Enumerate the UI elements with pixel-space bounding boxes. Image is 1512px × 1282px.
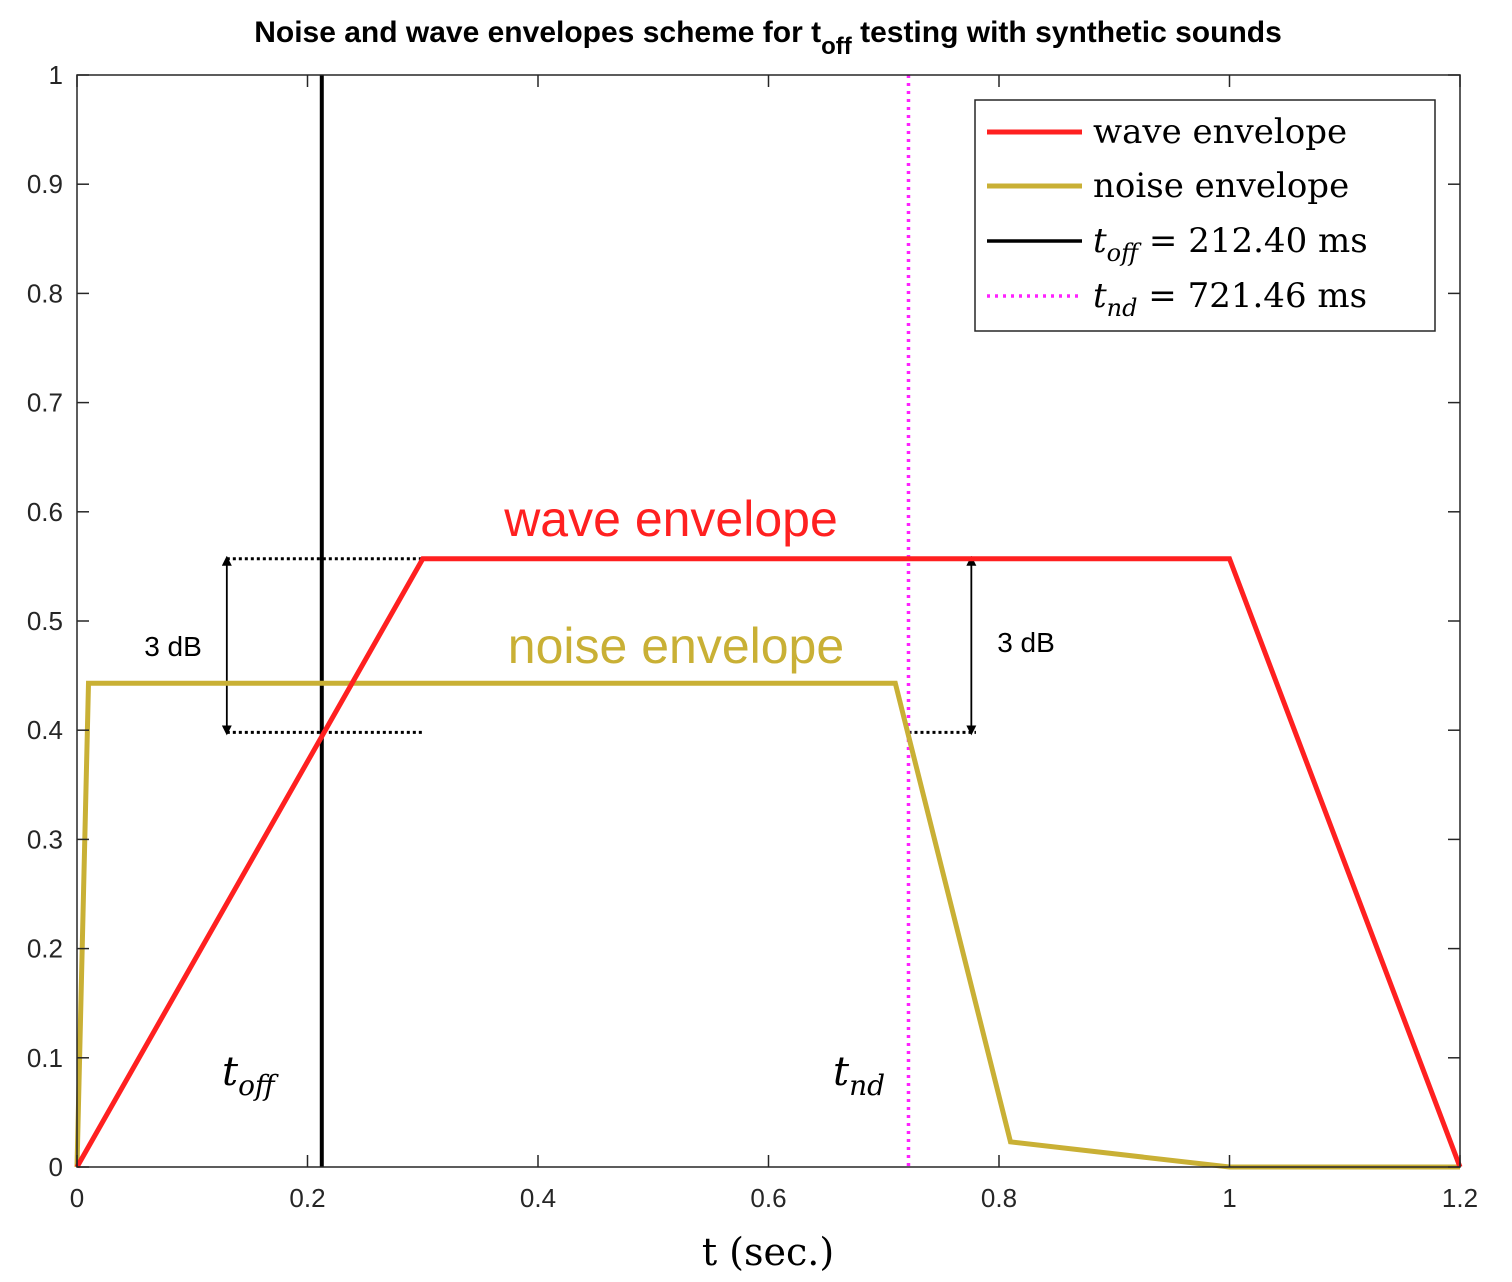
x-tick-label: 0.4 [520, 1183, 556, 1213]
y-tick-label: 0.7 [27, 388, 63, 418]
tnd-annotation: tnd [833, 1049, 885, 1102]
y-tick-label: 0.3 [27, 824, 63, 854]
legend-label-2: toff = 212.40 ms [1093, 221, 1368, 267]
legend-symbol: t [1093, 221, 1107, 261]
title-text-end: testing with synthetic sounds [852, 16, 1282, 49]
y-tick-label: 0.6 [27, 497, 63, 527]
wave-envelope-annotation: wave envelope [503, 491, 838, 547]
y-tick-label: 0.5 [27, 606, 63, 636]
legend-value: = 212.40 ms [1138, 221, 1368, 261]
toff-subscript: off [238, 1069, 279, 1102]
plot-frame [76, 74, 1461, 1168]
tnd-symbol: t [833, 1049, 850, 1095]
title-text-start: Noise and wave envelopes scheme for t [254, 16, 821, 49]
x-tick-label: 0.8 [981, 1183, 1017, 1213]
x-tick-label: 1.2 [1442, 1183, 1478, 1213]
legend-label-1: noise envelope [1093, 166, 1349, 206]
y-tick-label: 0.9 [27, 169, 63, 199]
y-tick-label: 0.4 [27, 715, 63, 745]
legend-text: noise envelope [1093, 166, 1349, 206]
y-tick-label: 0 [49, 1152, 63, 1182]
legend-subscript: off [1107, 239, 1142, 267]
x-tick-label: 1 [1222, 1183, 1236, 1213]
y-tick-label: 0.2 [27, 934, 63, 964]
legend-box [974, 99, 1436, 332]
axes-group: 0 0.2 0.4 0.6 0.8 1 1.2 0 0.1 0.2 0.3 0.4 0.5 0.6 0.7 0… [27, 60, 1478, 1274]
legend-text: wave envelope [1093, 112, 1347, 152]
chart-title: Noise and wave envelopes scheme for toff… [254, 16, 1282, 60]
legend-symbol: t [1093, 276, 1107, 316]
db-label-left: 3 dB [144, 631, 202, 662]
tnd-subscript: nd [849, 1069, 885, 1102]
y-tick-label: 0.8 [27, 278, 63, 308]
x-tick-label: 0 [70, 1183, 84, 1213]
db-label-right: 3 dB [997, 627, 1055, 658]
legend: wave envelope noise envelope toff = 212.40… [974, 99, 1436, 332]
toff-annotation: toff [222, 1049, 279, 1102]
legend-value: = 721.46 ms [1138, 276, 1368, 316]
y-tick-label: 0.1 [27, 1043, 63, 1073]
toff-symbol: t [222, 1049, 239, 1095]
wave-envelope-line [74, 556, 1463, 1169]
legend-label-3: tnd = 721.46 ms [1093, 276, 1367, 322]
noise-envelope-annotation: noise envelope [508, 618, 844, 674]
title-subscript: off [821, 33, 853, 60]
legend-subscript: nd [1107, 294, 1138, 322]
legend-label-0: wave envelope [1093, 112, 1347, 152]
x-axis-label: t (sec.) [702, 1230, 834, 1274]
y-tick-label: 1 [49, 60, 63, 90]
x-tick-label: 0.6 [750, 1183, 786, 1213]
x-tick-label: 0.2 [289, 1183, 325, 1213]
chart-title-group: Noise and wave envelopes scheme for toff… [254, 16, 1282, 60]
